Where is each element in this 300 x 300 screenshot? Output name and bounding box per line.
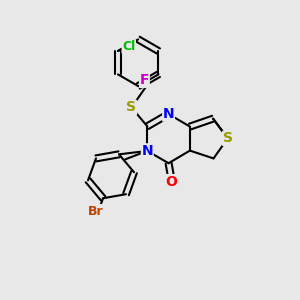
Text: N: N	[142, 144, 153, 158]
Text: F: F	[140, 74, 149, 87]
Text: O: O	[166, 175, 178, 189]
Text: S: S	[127, 100, 136, 115]
Text: Cl: Cl	[122, 40, 135, 53]
Text: Br: Br	[88, 205, 104, 218]
Text: N: N	[163, 107, 174, 121]
Text: S: S	[223, 131, 233, 146]
